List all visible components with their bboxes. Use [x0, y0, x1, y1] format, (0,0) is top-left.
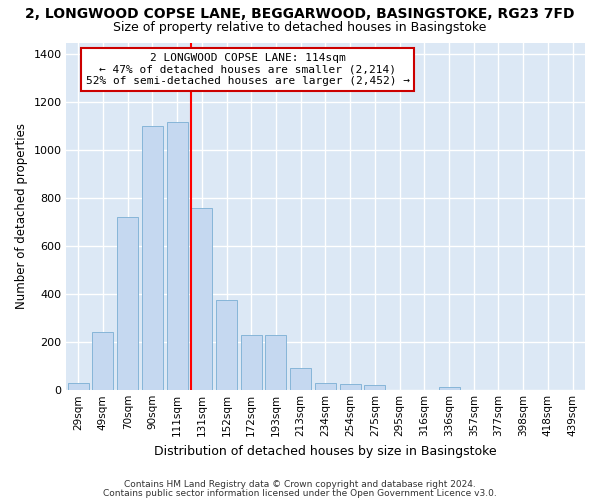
Bar [265, 335, 286, 390]
Bar [241, 335, 262, 390]
Bar [364, 385, 385, 390]
Text: 2, LONGWOOD COPSE LANE, BEGGARWOOD, BASINGSTOKE, RG23 7FD: 2, LONGWOOD COPSE LANE, BEGGARWOOD, BASI… [25, 8, 575, 22]
Y-axis label: Number of detached properties: Number of detached properties [15, 123, 28, 309]
Text: Contains HM Land Registry data © Crown copyright and database right 2024.: Contains HM Land Registry data © Crown c… [124, 480, 476, 489]
X-axis label: Distribution of detached houses by size in Basingstoke: Distribution of detached houses by size … [154, 444, 497, 458]
Bar [191, 208, 212, 390]
Bar [92, 332, 113, 390]
Text: 2 LONGWOOD COPSE LANE: 114sqm
← 47% of detached houses are smaller (2,214)
52% o: 2 LONGWOOD COPSE LANE: 114sqm ← 47% of d… [86, 53, 410, 86]
Bar [68, 382, 89, 390]
Bar [216, 300, 237, 390]
Bar [340, 384, 361, 390]
Bar [439, 388, 460, 390]
Bar [142, 126, 163, 390]
Bar [117, 218, 138, 390]
Text: Contains public sector information licensed under the Open Government Licence v3: Contains public sector information licen… [103, 488, 497, 498]
Bar [167, 122, 188, 390]
Bar [315, 382, 336, 390]
Bar [290, 368, 311, 390]
Text: Size of property relative to detached houses in Basingstoke: Size of property relative to detached ho… [113, 21, 487, 34]
